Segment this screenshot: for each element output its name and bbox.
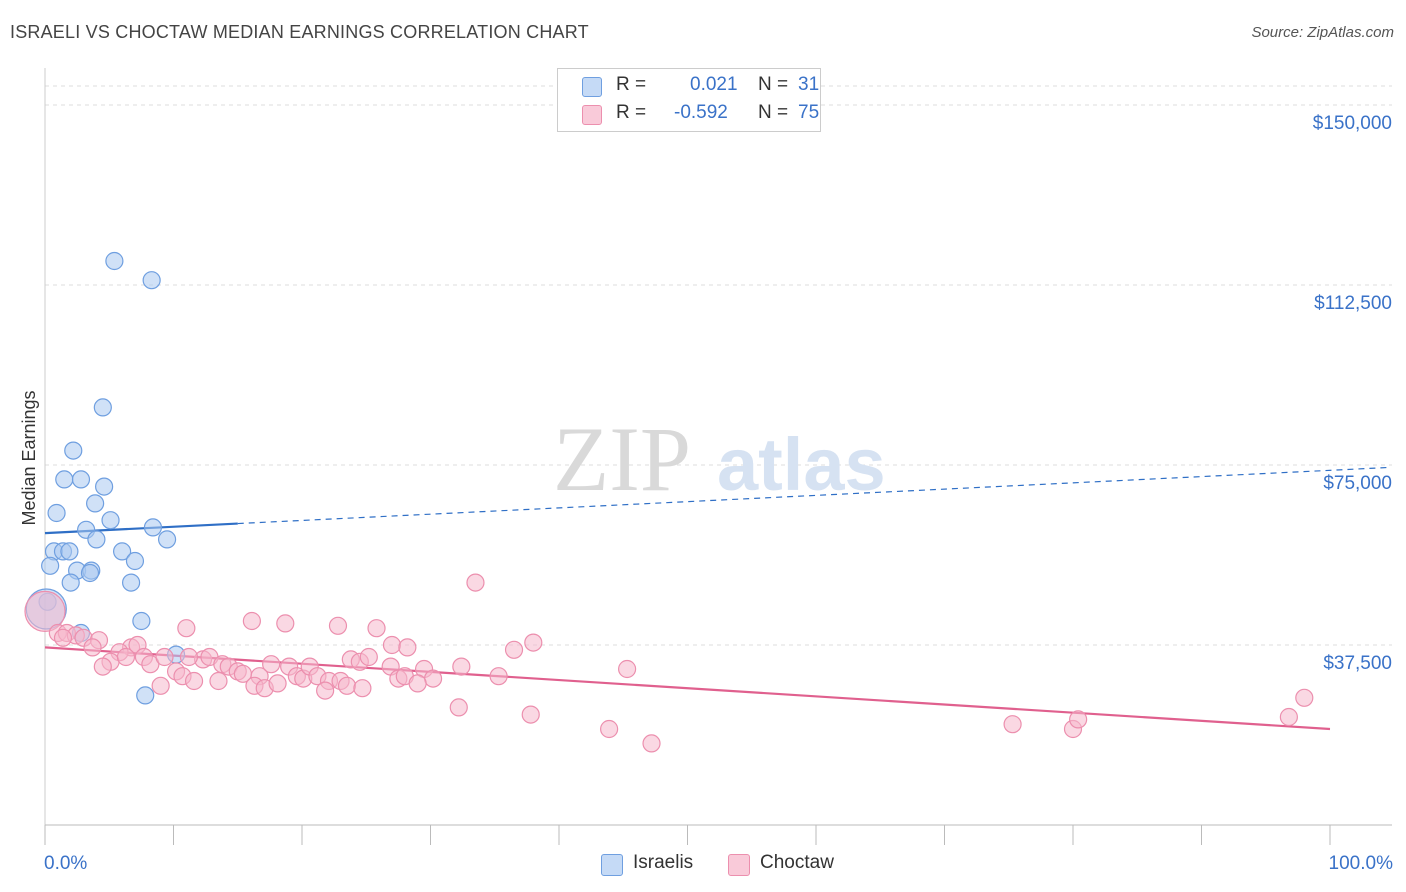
choctaw-point bbox=[524, 633, 543, 652]
israelis-point bbox=[71, 470, 91, 489]
chart-title: ISRAELI VS CHOCTAW MEDIAN EARNINGS CORRE… bbox=[10, 22, 589, 42]
choctaw-point bbox=[24, 590, 66, 633]
choctaw-point bbox=[600, 719, 619, 739]
israelis-point bbox=[105, 251, 124, 271]
y-tick-label: $112,500 bbox=[1314, 293, 1392, 314]
legend-r-label-israelis: R = bbox=[616, 74, 647, 95]
bottom-legend-label-israelis: Israelis bbox=[633, 852, 694, 873]
choctaw-point bbox=[276, 614, 295, 633]
israelis-point bbox=[86, 494, 105, 513]
source-label: Source: ZipAtlas.com bbox=[1251, 24, 1394, 41]
choctaw-point bbox=[209, 671, 228, 691]
legend-r-value-choctaw: -0.592 bbox=[674, 102, 728, 123]
israelis-point bbox=[136, 686, 155, 705]
legend-n-value-choctaw: 75 bbox=[798, 102, 820, 123]
watermark-atlas: atlas bbox=[717, 423, 886, 506]
choctaw-point bbox=[141, 655, 160, 674]
choctaw-point bbox=[382, 635, 402, 655]
x-tick-label-end: 100.0% bbox=[1329, 853, 1394, 874]
choctaw-point bbox=[337, 676, 357, 695]
israelis-point bbox=[64, 441, 83, 460]
legend-swatch-israelis bbox=[582, 77, 602, 97]
choctaw-point bbox=[359, 647, 378, 667]
israelis-point bbox=[143, 518, 163, 537]
choctaw-point bbox=[151, 676, 170, 695]
israelis-point bbox=[61, 573, 80, 592]
choctaw-point bbox=[155, 647, 174, 667]
choctaw-point bbox=[452, 657, 471, 676]
israelis-trend-line bbox=[44, 522, 238, 535]
israelis-point bbox=[125, 551, 145, 571]
choctaw-point bbox=[268, 674, 287, 693]
choctaw-point bbox=[618, 659, 637, 679]
legend-n-label-choctaw: N = bbox=[758, 102, 789, 123]
choctaw-point bbox=[184, 671, 204, 691]
israelis-point bbox=[121, 573, 141, 592]
israelis-point bbox=[41, 556, 60, 575]
labels-layer: $37,500 $75,000 $112,500 $150,000 0.0% 100.0%… bbox=[19, 113, 1393, 874]
choctaw-point bbox=[489, 667, 508, 686]
bottom-legend-label-choctaw: Choctaw bbox=[760, 852, 834, 873]
israelis-point bbox=[55, 470, 74, 489]
points-layer bbox=[24, 251, 1314, 753]
israelis-point bbox=[80, 563, 100, 583]
trend-layer bbox=[44, 466, 1391, 731]
choctaw-point bbox=[1003, 715, 1022, 734]
israelis-trend-extension bbox=[237, 466, 1391, 525]
axes-layer bbox=[44, 68, 1392, 845]
choctaw-point bbox=[1069, 710, 1088, 729]
choctaw-point bbox=[328, 616, 348, 635]
choctaw-point bbox=[177, 619, 196, 638]
watermark-zip: ZIP bbox=[553, 408, 691, 510]
bottom-legend-swatch-choctaw bbox=[728, 854, 750, 876]
legend-r-label-choctaw: R = bbox=[616, 102, 647, 123]
choctaw-point bbox=[353, 679, 372, 698]
y-tick-label: $37,500 bbox=[1323, 653, 1392, 674]
israelis-point bbox=[95, 477, 114, 496]
legend-swatch-choctaw bbox=[582, 105, 602, 125]
choctaw-point bbox=[1279, 707, 1298, 727]
choctaw-point bbox=[93, 657, 112, 676]
choctaw-point bbox=[53, 628, 73, 647]
israelis-point bbox=[142, 271, 161, 290]
choctaw-point bbox=[521, 705, 540, 724]
y-axis-title: Median Earnings bbox=[19, 390, 39, 525]
choctaw-point bbox=[116, 647, 136, 667]
choctaw-point bbox=[179, 647, 199, 667]
grid-layer bbox=[45, 85, 1392, 646]
legend-n-value-israelis: 31 bbox=[798, 74, 820, 95]
israelis-point bbox=[47, 503, 66, 523]
israelis-point bbox=[132, 611, 151, 631]
legend-r-value-israelis: 0.021 bbox=[690, 74, 738, 95]
legend-n-label-israelis: N = bbox=[758, 74, 789, 95]
y-tick-label: $150,000 bbox=[1313, 113, 1392, 134]
x-tick-label-start: 0.0% bbox=[44, 853, 87, 874]
israelis-point bbox=[60, 542, 79, 561]
choctaw-point bbox=[367, 619, 386, 638]
choctaw-point bbox=[449, 698, 468, 717]
choctaw-point bbox=[408, 674, 427, 693]
choctaw-trend-line bbox=[44, 646, 1331, 731]
israelis-point bbox=[157, 530, 177, 549]
choctaw-point bbox=[642, 734, 661, 753]
y-tick-label: $75,000 bbox=[1323, 473, 1392, 494]
israelis-point bbox=[93, 398, 112, 417]
choctaw-point bbox=[466, 573, 485, 592]
israelis-point bbox=[101, 511, 120, 530]
choctaw-point bbox=[262, 655, 281, 674]
israelis-point bbox=[112, 542, 132, 561]
choctaw-point bbox=[242, 611, 261, 631]
choctaw-point bbox=[83, 638, 102, 657]
correlation-legend: R = 0.021 N = 31 R = -0.592 N = 75 bbox=[557, 68, 821, 132]
israelis-point bbox=[87, 530, 106, 549]
choctaw-point bbox=[504, 640, 524, 659]
choctaw-point bbox=[398, 638, 417, 657]
choctaw-point bbox=[423, 669, 443, 688]
choctaw-point bbox=[316, 681, 335, 700]
choctaw-point bbox=[1295, 688, 1314, 707]
bottom-legend-swatch-israelis bbox=[601, 854, 623, 876]
